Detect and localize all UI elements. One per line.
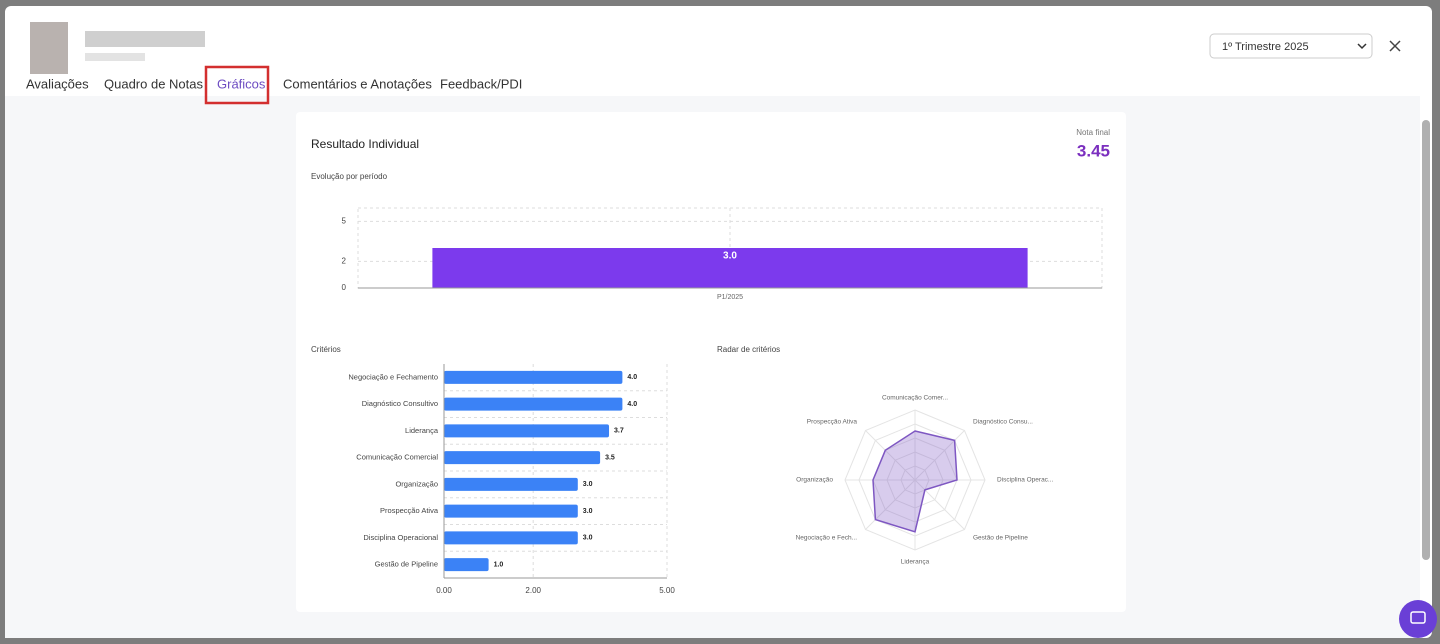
- value-label: 4.0: [627, 374, 637, 381]
- y-tick-label: Gestão de Pipeline: [375, 560, 438, 569]
- chart-title: Critérios: [311, 345, 341, 354]
- bar: [444, 424, 610, 438]
- x-tick-label: P1/2025: [717, 294, 743, 301]
- tab[interactable]: Comentários e Anotações: [283, 76, 432, 91]
- x-tick-label: 5.00: [659, 586, 675, 595]
- radar-label: Prospecção Ativa: [807, 419, 858, 426]
- x-tick-label: 2.00: [525, 586, 541, 595]
- radar-spoke: [914, 430, 965, 481]
- y-tick-label: 0: [342, 283, 347, 292]
- avatar-blurred: [30, 22, 68, 74]
- radar-label: Negociação e Fech...: [796, 535, 858, 542]
- y-tick-label: Comunicação Comercial: [356, 453, 438, 462]
- scrollbar[interactable]: [1422, 120, 1430, 560]
- y-tick-label: 5: [342, 216, 347, 225]
- radar-label: Diagnóstico Consu...: [973, 419, 1033, 426]
- final-value: 3.45: [1077, 141, 1110, 160]
- name-blurred: [85, 31, 205, 47]
- value-label: 3.0: [583, 508, 593, 515]
- radar-spoke: [914, 479, 965, 530]
- radar-label: Liderança: [901, 559, 930, 566]
- chart-title: Evolução por período: [311, 172, 388, 181]
- bar: [444, 451, 601, 465]
- y-tick-label: Organização: [395, 479, 438, 488]
- radar-label: Comunicação Comer...: [882, 395, 948, 402]
- value-label: 3.7: [614, 428, 624, 435]
- radar-area: [872, 430, 958, 533]
- value-label: 3.0: [583, 535, 593, 542]
- bar: [444, 558, 489, 572]
- bar: [444, 477, 578, 491]
- close-button[interactable]: [1389, 40, 1401, 52]
- radar-label: Gestão de Pipeline: [973, 535, 1028, 542]
- value-label: 3.0: [583, 481, 593, 488]
- period-select-text: 1º Trimestre 2025: [1222, 41, 1309, 53]
- tab-active[interactable]: Gráficos: [217, 76, 266, 91]
- chat-icon: [1410, 611, 1426, 624]
- final-label: Nota final: [1076, 128, 1110, 137]
- bar: [444, 504, 578, 518]
- y-tick-label: Prospecção Ativa: [380, 506, 439, 515]
- bar: [444, 531, 578, 545]
- x-tick-label: 0.00: [436, 586, 452, 595]
- radar-spoke: [865, 430, 916, 481]
- chart-title: Radar de critérios: [717, 345, 780, 354]
- bar: [432, 248, 1028, 288]
- radar-label: Organização: [796, 477, 833, 484]
- bar: [444, 397, 623, 411]
- card-title: Resultado Individual: [311, 137, 419, 151]
- value-label: 4.0: [627, 401, 637, 408]
- period-select[interactable]: [1209, 33, 1373, 59]
- chat-button[interactable]: [1399, 600, 1437, 638]
- radar-label: Disciplina Operac...: [997, 477, 1054, 484]
- y-tick-label: Negociação e Fechamento: [348, 372, 438, 381]
- value-label: 3.5: [605, 454, 615, 461]
- tab[interactable]: Feedback/PDI: [440, 76, 522, 91]
- y-tick-label: Disciplina Operacional: [363, 533, 438, 542]
- role-blurred: [85, 53, 145, 61]
- value-label: 3.0: [723, 251, 737, 262]
- tab-highlight: [204, 65, 270, 105]
- radar-spoke: [865, 479, 916, 530]
- tab[interactable]: Avaliações: [26, 76, 89, 91]
- y-tick-label: 2: [342, 256, 347, 265]
- tab[interactable]: Quadro de Notas: [104, 76, 204, 91]
- value-label: 1.0: [494, 561, 504, 568]
- y-tick-label: Diagnóstico Consultivo: [362, 399, 438, 408]
- bar: [444, 370, 623, 384]
- y-tick-label: Liderança: [405, 426, 439, 435]
- select-arrow: [1357, 43, 1367, 50]
